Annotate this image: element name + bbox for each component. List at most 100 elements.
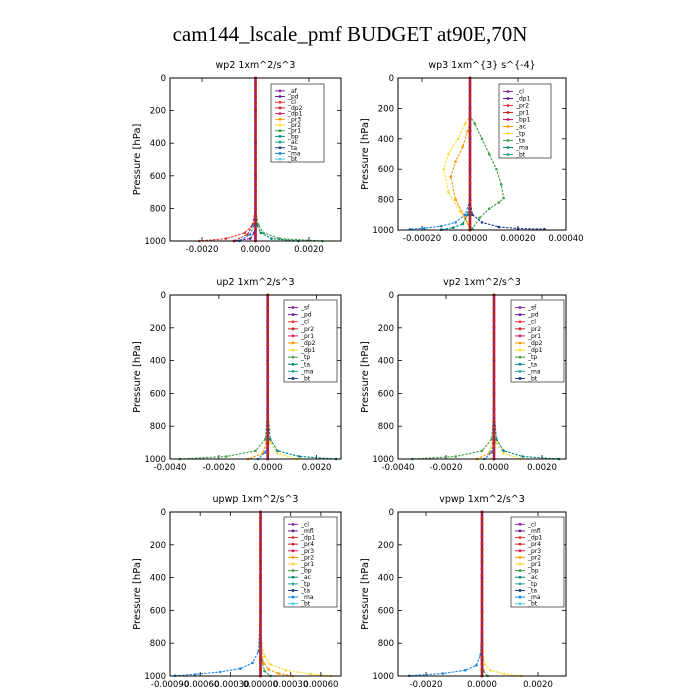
profile-marker [259,605,263,609]
legend-box [498,83,552,159]
data-point [461,222,465,226]
legend-marker [518,562,522,566]
x-tick-label: -0.00060 [181,680,219,690]
legend-marker [506,153,510,156]
profile-marker [259,586,263,590]
legend-marker [278,146,282,150]
data-point [447,190,450,194]
profile-marker [254,120,257,124]
y-axis-label: Pressure [hPa] [360,558,371,630]
data-point [267,668,270,671]
profile-marker [492,350,496,354]
legend-label: _pr4 [300,541,314,548]
y-tick-label: 400 [150,574,166,584]
profile-marker [468,199,472,203]
profile-marker [468,117,472,121]
profile-marker [254,208,257,212]
profile-marker [266,337,270,341]
profile-marker [266,438,270,442]
legend-label: _dp1 [515,96,531,103]
profile-marker [480,586,484,590]
profile-marker [480,598,484,602]
profile-marker [492,381,496,385]
legend-marker [518,320,522,324]
y-tick-label: 600 [378,389,394,399]
profile-marker [254,195,257,199]
profile-marker [468,164,472,168]
data-point [489,669,492,672]
profile-marker [492,400,496,404]
profile-marker [266,331,270,335]
data-point [497,225,501,229]
data-point [461,145,465,148]
legend-marker [278,140,282,144]
y-tick-label: 0 [161,291,166,301]
legend-marker [291,313,295,317]
y-axis-label: Pressure [hPa] [360,341,371,413]
profile-marker [468,99,472,103]
legend-label: _pr1 [300,333,314,340]
legend-label: _pr2 [515,103,529,110]
legend-label: _cl [527,521,536,528]
legend-label: _sf [300,305,310,312]
legend-label: _bt [527,375,538,382]
x-tick-label: 0.00060 [303,680,338,690]
legend-marker [518,369,522,373]
legend-label: _pr2 [287,122,301,129]
data-point [423,226,426,230]
legend-marker [291,589,295,592]
legend-marker [291,555,295,559]
data-point [276,449,279,453]
y-tick-label: 800 [150,422,166,432]
panel-vpwp: vpwp 1xm^2/s^3 Pressure [hPa] 0 200 400 600 80… [360,494,567,690]
profile-marker [480,611,484,615]
x-tick-label: 0.0000 [479,463,509,473]
y-tick-label: 200 [378,541,394,551]
profile-marker [266,312,270,316]
legend-label: _pd [300,312,312,319]
legend-marker [291,522,295,526]
legend-marker [291,602,295,606]
profile-marker [259,649,263,653]
page-title: cam144_lscale_pmf BUDGET at90E,70N [172,22,528,46]
profile-marker [480,661,484,665]
series-line-cl [199,78,257,242]
profile-marker [266,299,270,303]
x-tick-label: -0.00020 [403,234,441,244]
profile-marker [480,535,484,539]
profile-marker [254,139,257,143]
profile-marker [254,233,257,237]
data-point [466,129,469,133]
profile-marker [480,642,484,646]
series-line-ta [174,512,262,677]
data-point [490,438,493,441]
data-point [466,213,469,217]
data-point [243,231,247,235]
legend-marker [518,306,522,309]
profile-marker [266,444,270,448]
legend-label: _dp1 [300,535,316,542]
legend-marker [278,152,282,155]
profile-marker [266,381,270,385]
profile-marker [266,356,270,360]
data-point [454,221,457,224]
legend-label: _tp [527,581,537,588]
x-tick-label: 0.0020 [527,463,557,473]
profile-marker [266,350,270,354]
legend-marker [278,106,282,110]
legend-marker [278,112,282,116]
legend-box [283,299,338,383]
legend-label: _ac [515,124,526,131]
legend-marker [291,341,295,345]
profile-marker [468,146,472,150]
legend-marker [518,522,522,526]
y-tick-label: 600 [150,389,166,399]
legend-label: _ma [527,368,541,375]
data-point [239,667,242,670]
profile-marker [259,642,263,646]
profile-marker [259,579,263,583]
y-tick-label: 400 [378,357,394,367]
profile-marker [492,337,496,341]
profile-marker [468,88,472,92]
data-point [219,670,222,674]
